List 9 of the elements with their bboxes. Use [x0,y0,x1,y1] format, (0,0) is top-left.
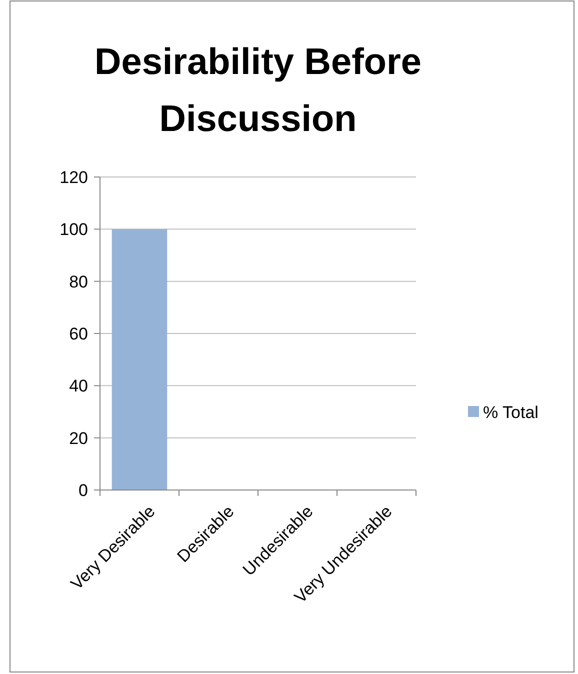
y-tick-label: 20 [69,428,88,448]
y-tick-label: 60 [69,324,88,344]
chart-title: Desirability Before Discussion [94,41,422,139]
legend-label: % Total [483,402,538,422]
y-tick-label: 80 [69,272,88,292]
y-tick-label: 40 [69,376,88,396]
y-tick-label: 100 [60,220,88,240]
y-tick-label: 120 [60,168,88,187]
y-tick-label: 0 [78,480,88,500]
